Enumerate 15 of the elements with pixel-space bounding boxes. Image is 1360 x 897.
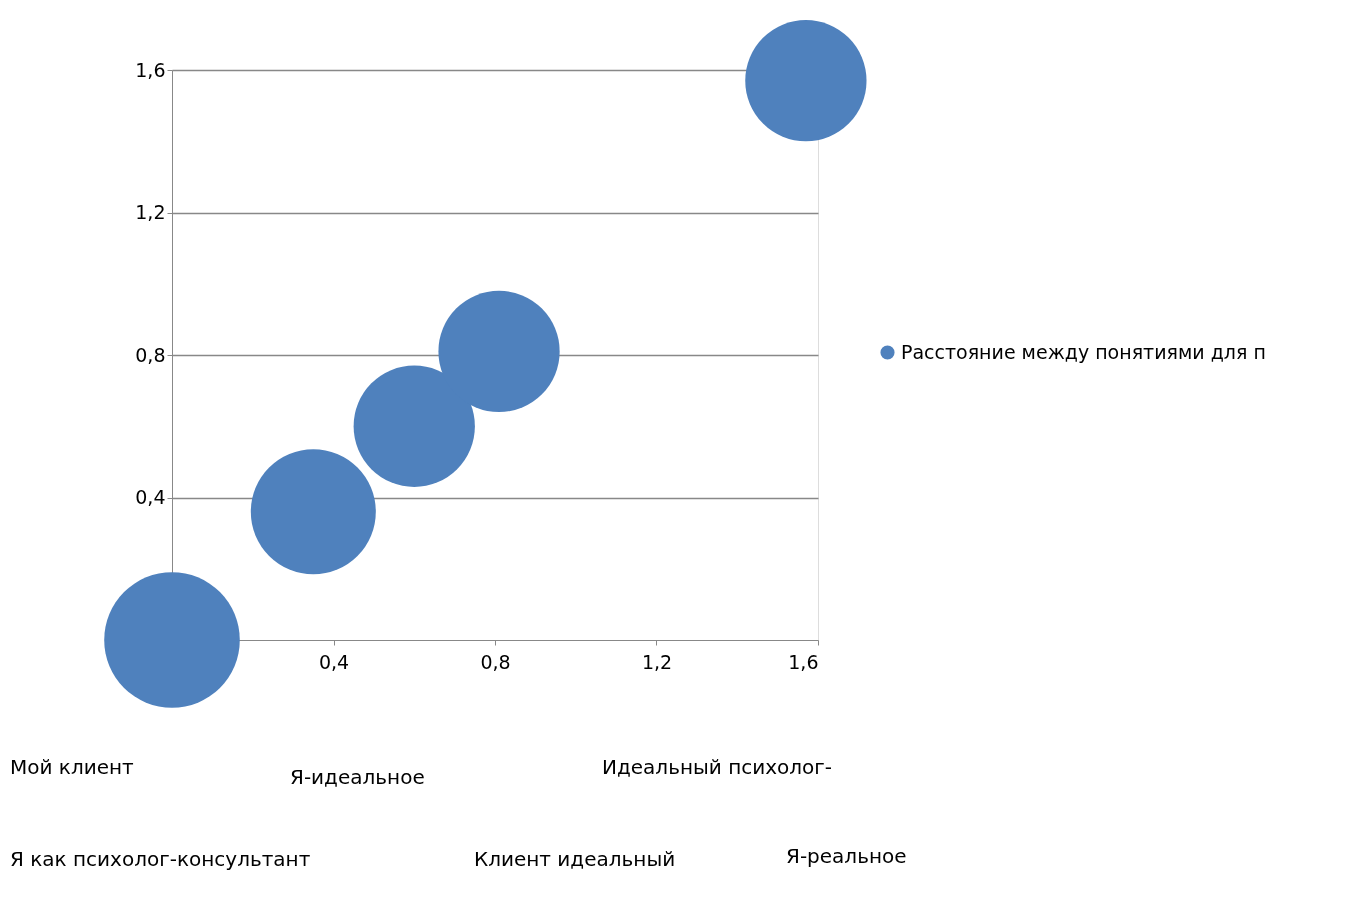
- y-tick-label: 1,2: [135, 201, 166, 223]
- y-tick-label: 0,4: [135, 486, 166, 508]
- x-tick-label: 0,4: [318, 650, 350, 673]
- y-tick-label: 1,6: [135, 58, 166, 81]
- x-tick-label: 0,8: [480, 650, 511, 673]
- x-tick-label: 1,2: [641, 650, 673, 673]
- text: Я как психолог-консультант: [10, 847, 311, 871]
- legend-label: Расстояние между понятиями для п: [901, 340, 1266, 363]
- text: Идеальный психолог-: [602, 755, 833, 779]
- text: Клиент идеальный: [474, 847, 676, 871]
- x-tick-label: 1,6: [788, 650, 819, 673]
- text: Я-реальное: [786, 844, 907, 868]
- y-tick-label: 0,8: [135, 343, 166, 366]
- text: Я-идеальное: [290, 765, 425, 789]
- text: Мой клиент: [10, 755, 135, 779]
